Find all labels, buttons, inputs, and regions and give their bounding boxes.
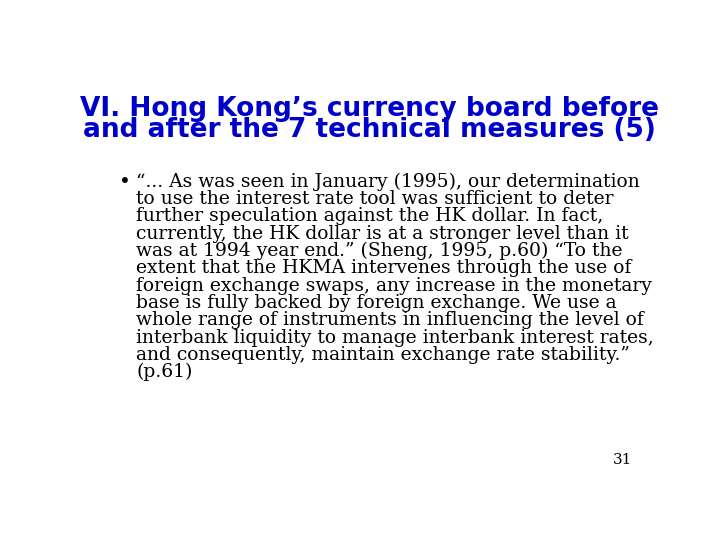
Text: interbank liquidity to manage interbank interest rates,: interbank liquidity to manage interbank … <box>137 328 654 347</box>
Text: “... As was seen in January (1995), our determination: “... As was seen in January (1995), our … <box>137 173 640 191</box>
Text: foreign exchange swaps, any increase in the monetary: foreign exchange swaps, any increase in … <box>137 276 652 294</box>
Text: and consequently, maintain exchange rate stability.”: and consequently, maintain exchange rate… <box>137 346 631 364</box>
Text: currently, the HK dollar is at a stronger level than it: currently, the HK dollar is at a stronge… <box>137 225 629 242</box>
Text: VI. Hong Kong’s currency board before: VI. Hong Kong’s currency board before <box>79 96 659 122</box>
Text: extent that the HKMA intervenes through the use of: extent that the HKMA intervenes through … <box>137 259 632 277</box>
Text: (p.61): (p.61) <box>137 363 193 381</box>
Text: was at 1994 year end.” (Sheng, 1995, p.60) “To the: was at 1994 year end.” (Sheng, 1995, p.6… <box>137 242 623 260</box>
Text: further speculation against the HK dollar. In fact,: further speculation against the HK dolla… <box>137 207 604 225</box>
Text: whole range of instruments in influencing the level of: whole range of instruments in influencin… <box>137 311 644 329</box>
Text: to use the interest rate tool was sufficient to deter: to use the interest rate tool was suffic… <box>137 190 614 208</box>
Text: and after the 7 technical measures (5): and after the 7 technical measures (5) <box>83 117 655 143</box>
Text: base is fully backed by foreign exchange. We use a: base is fully backed by foreign exchange… <box>137 294 617 312</box>
Text: 31: 31 <box>613 453 632 467</box>
Text: •: • <box>120 173 131 192</box>
